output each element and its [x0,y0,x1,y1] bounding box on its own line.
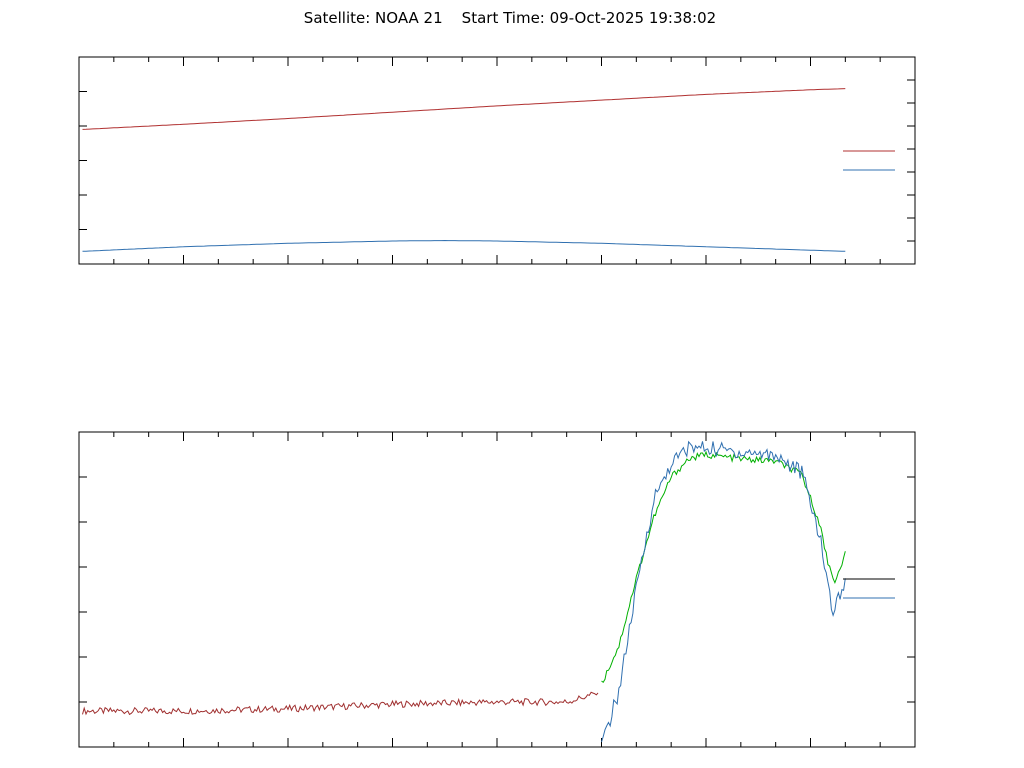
plot-frame [78,56,916,265]
series-line-elevation [82,239,846,252]
position-chart [78,56,916,265]
chart-header: Satellite: NOAA 21 Start Time: 09-Oct-20… [304,9,716,27]
series-line-azimuth [82,88,846,130]
series-line-ebno [601,440,846,743]
series-line-signal-level [601,450,846,684]
plot-frame [78,431,916,748]
receive-signal-chart [78,431,916,748]
series-line-signal-level-pre-lock- [82,691,599,716]
